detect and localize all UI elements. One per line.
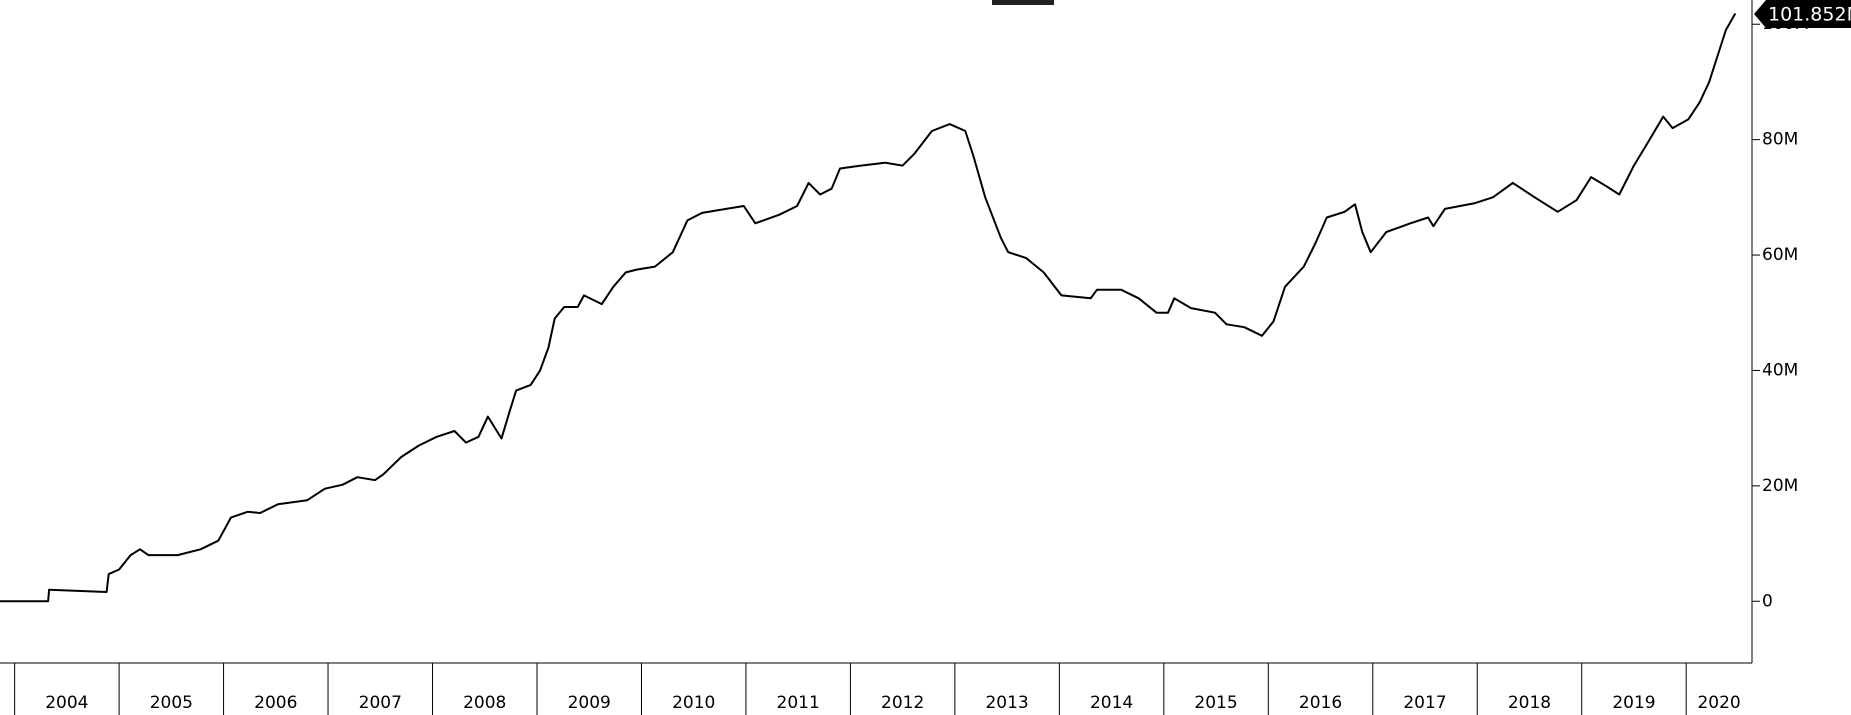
y-tick-label: 80M (1762, 130, 1798, 150)
x-tick-label: 2020 (1697, 693, 1740, 713)
last-value-tag (1754, 0, 1851, 28)
x-tick-label: 2009 (568, 693, 611, 713)
y-tick-label: 20M (1762, 476, 1798, 496)
y-tick-label: 40M (1762, 360, 1798, 380)
x-tick-label: 2007 (359, 693, 402, 713)
x-tick-label: 2013 (985, 693, 1028, 713)
x-tick-label: 2019 (1612, 693, 1655, 713)
y-tick-label: 0 (1762, 591, 1773, 611)
x-tick-label: 2008 (463, 693, 506, 713)
x-tick-label: 2018 (1508, 693, 1551, 713)
last-value-label: 101.852M (1768, 4, 1851, 26)
x-tick-label: 2014 (1090, 693, 1133, 713)
x-tick-label: 2012 (881, 693, 924, 713)
x-tick-label: 2016 (1299, 693, 1342, 713)
x-tick-label: 2017 (1403, 693, 1446, 713)
x-tick-label: 2005 (150, 693, 193, 713)
line (0, 13, 1737, 603)
x-tick-label: 2011 (777, 693, 820, 713)
x-tick-label: 2006 (254, 693, 297, 713)
x-tick-label: 2004 (45, 693, 88, 713)
y-tick-label: 60M (1762, 245, 1798, 265)
x-tick-label: 2015 (1194, 693, 1237, 713)
x-tick-label: 2010 (672, 693, 715, 713)
top-tab (992, 0, 1054, 5)
